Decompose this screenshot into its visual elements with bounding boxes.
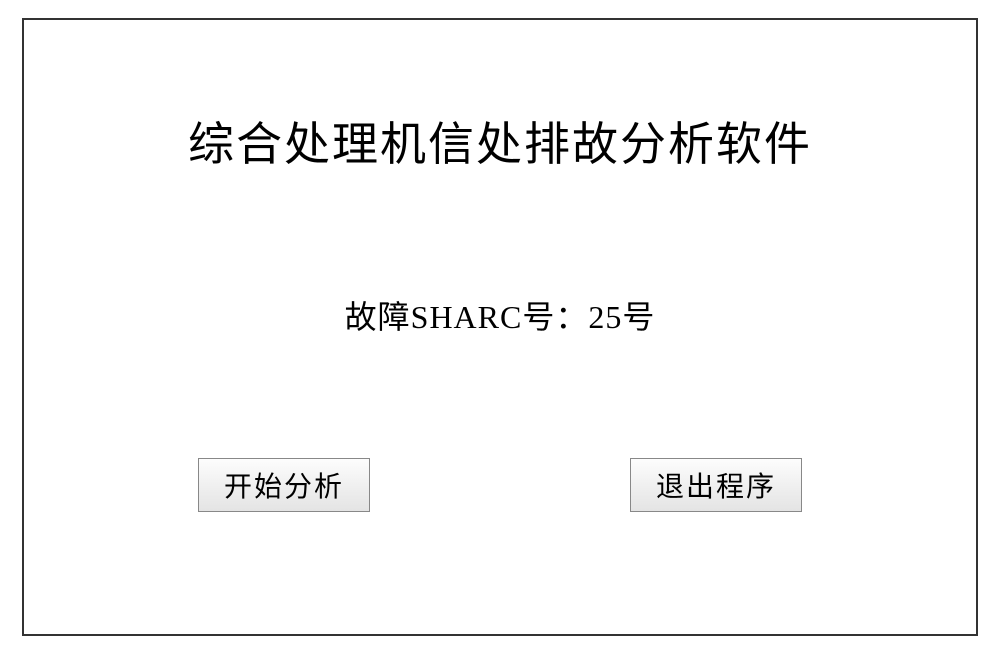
- fault-sharc-status: 故障SHARC号：25号: [24, 292, 976, 338]
- exit-program-button[interactable]: 退出程序: [630, 458, 802, 512]
- app-title: 综合处理机信处排故分析软件: [24, 108, 976, 174]
- app-window-frame: 综合处理机信处排故分析软件 故障SHARC号：25号 开始分析 退出程序: [22, 18, 978, 636]
- start-analysis-button[interactable]: 开始分析: [198, 458, 370, 512]
- button-row: 开始分析 退出程序: [24, 458, 976, 512]
